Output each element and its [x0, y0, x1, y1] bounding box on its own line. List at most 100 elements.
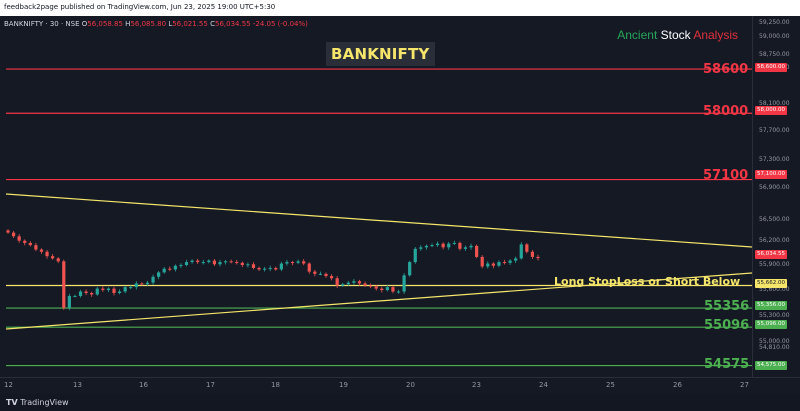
publisher-bar: feedback2page published on TradingView.c…	[0, 0, 800, 16]
candle-body	[435, 243, 440, 246]
footer-bar: TV TradingView	[0, 394, 800, 411]
price-tag-57100: 57,100.00	[755, 170, 787, 179]
time-tick-label: 23	[472, 381, 481, 389]
candle-body	[385, 287, 389, 291]
candle-body	[196, 260, 200, 263]
candle-body	[302, 261, 306, 264]
chart-area[interactable]: BANKNIFTY · 30 · NSE O56,058.85 H56,085.…	[0, 16, 752, 377]
candle-body	[352, 281, 356, 283]
candle-body	[497, 262, 501, 266]
candle-body	[123, 287, 127, 292]
candle-body	[419, 247, 423, 249]
time-scale[interactable]: 12 13 16 17 18 19 20 23 24 25 26 27	[0, 377, 800, 394]
price-tag-55356: 55,356.00	[755, 301, 787, 310]
time-tick-label: 24	[539, 381, 548, 389]
price-tag-58600: 58,600.00	[755, 63, 787, 72]
candle-body	[263, 268, 267, 270]
candle-body	[23, 240, 27, 243]
candle-body	[151, 276, 155, 283]
candle-body	[296, 261, 300, 263]
candle-body	[307, 263, 311, 272]
candle-body	[402, 275, 406, 292]
tv-logo-icon: TV	[6, 398, 18, 407]
tradingview-logo: TV TradingView	[6, 398, 69, 407]
time-tick-label: 16	[139, 381, 148, 389]
candle-body	[447, 243, 451, 248]
candle-body	[475, 245, 479, 257]
brand-watermark: Ancient Stock Analysis	[617, 28, 738, 42]
candle-body	[229, 261, 233, 263]
candle-body	[78, 291, 83, 296]
candle-body	[101, 288, 105, 291]
level-label-57100: 57100	[703, 168, 749, 183]
candle-body	[140, 283, 144, 285]
candle-body	[480, 256, 484, 267]
candle-body	[240, 262, 244, 266]
candle-body	[502, 262, 507, 264]
price-tick-label: 59,000.00	[759, 33, 790, 40]
candle-body	[279, 263, 283, 270]
time-tick-label: 25	[606, 381, 615, 389]
candle-body	[129, 287, 133, 289]
candle-body	[329, 276, 334, 279]
price-scale[interactable]: 59,250.0059,000.0058,750.0058,400.0058,1…	[752, 16, 800, 377]
price-tag-54575: 54,575.00	[755, 361, 787, 370]
candle-body	[324, 273, 328, 277]
price-tick-label: 55,300.00	[759, 312, 790, 319]
candle-body	[134, 283, 138, 288]
candle-body	[335, 278, 339, 286]
close-label: C	[210, 20, 215, 28]
candle-body	[67, 295, 71, 308]
price-tick-label: 57,700.00	[759, 127, 790, 134]
candle-body	[452, 242, 456, 244]
change-value: -24.05 (-0.04%)	[252, 20, 308, 28]
price-tick-label: 59,250.00	[759, 19, 790, 26]
candle-body	[536, 256, 540, 259]
candle-body	[424, 245, 429, 248]
ohlc-legend: BANKNIFTY · 30 · NSE O56,058.85 H56,085.…	[4, 20, 308, 28]
candle-body	[285, 262, 289, 264]
chart-title: BANKNIFTY	[326, 42, 435, 66]
candle-body	[463, 247, 468, 249]
low-value: 56,021.55	[172, 20, 208, 28]
candle-body	[45, 251, 49, 257]
price-tick-label: 58,750.00	[759, 51, 790, 58]
candle-body	[6, 230, 10, 233]
candle-body	[179, 265, 183, 267]
lower-trendline	[5, 272, 752, 330]
price-tick-label: 55,900.00	[759, 261, 790, 268]
candle-body	[525, 244, 529, 252]
price-tick-label: 57,300.00	[759, 156, 790, 163]
candle-body	[84, 291, 88, 294]
candle-body	[530, 251, 535, 257]
time-tick-label: 20	[406, 381, 415, 389]
price-tag-55096: 55,096.00	[755, 320, 787, 329]
candle-body	[369, 285, 373, 287]
candle-body	[408, 262, 412, 276]
candle-body	[90, 293, 94, 295]
candle-body	[73, 295, 77, 297]
candle-body	[508, 260, 512, 263]
time-tick-label: 12	[4, 381, 13, 389]
candle-body	[106, 288, 111, 291]
candle-body	[380, 288, 384, 291]
candle-body	[486, 263, 490, 267]
time-tick-label: 19	[339, 381, 348, 389]
published-text: feedback2page published on TradingView.c…	[4, 3, 276, 11]
candle-body	[112, 288, 116, 294]
candle-body	[190, 260, 194, 263]
candle-body	[519, 244, 523, 259]
candle-body	[318, 273, 323, 275]
candle-body	[17, 236, 21, 241]
symbol-label: BANKNIFTY · 30 · NSE	[4, 20, 80, 28]
chart-canvas[interactable]	[0, 16, 752, 377]
candle-body	[469, 245, 473, 248]
candle-body	[34, 245, 38, 250]
time-tick-label: 26	[673, 381, 682, 389]
price-tick-label: 56,900.00	[759, 184, 790, 191]
low-label: L	[168, 20, 173, 28]
price-tick-label: 55,000.00	[759, 338, 790, 345]
level-label-55096: 55096	[704, 318, 750, 333]
price-tag-last: 56,034.55	[755, 250, 787, 259]
price-tick-label: 55,600.00	[759, 286, 790, 293]
